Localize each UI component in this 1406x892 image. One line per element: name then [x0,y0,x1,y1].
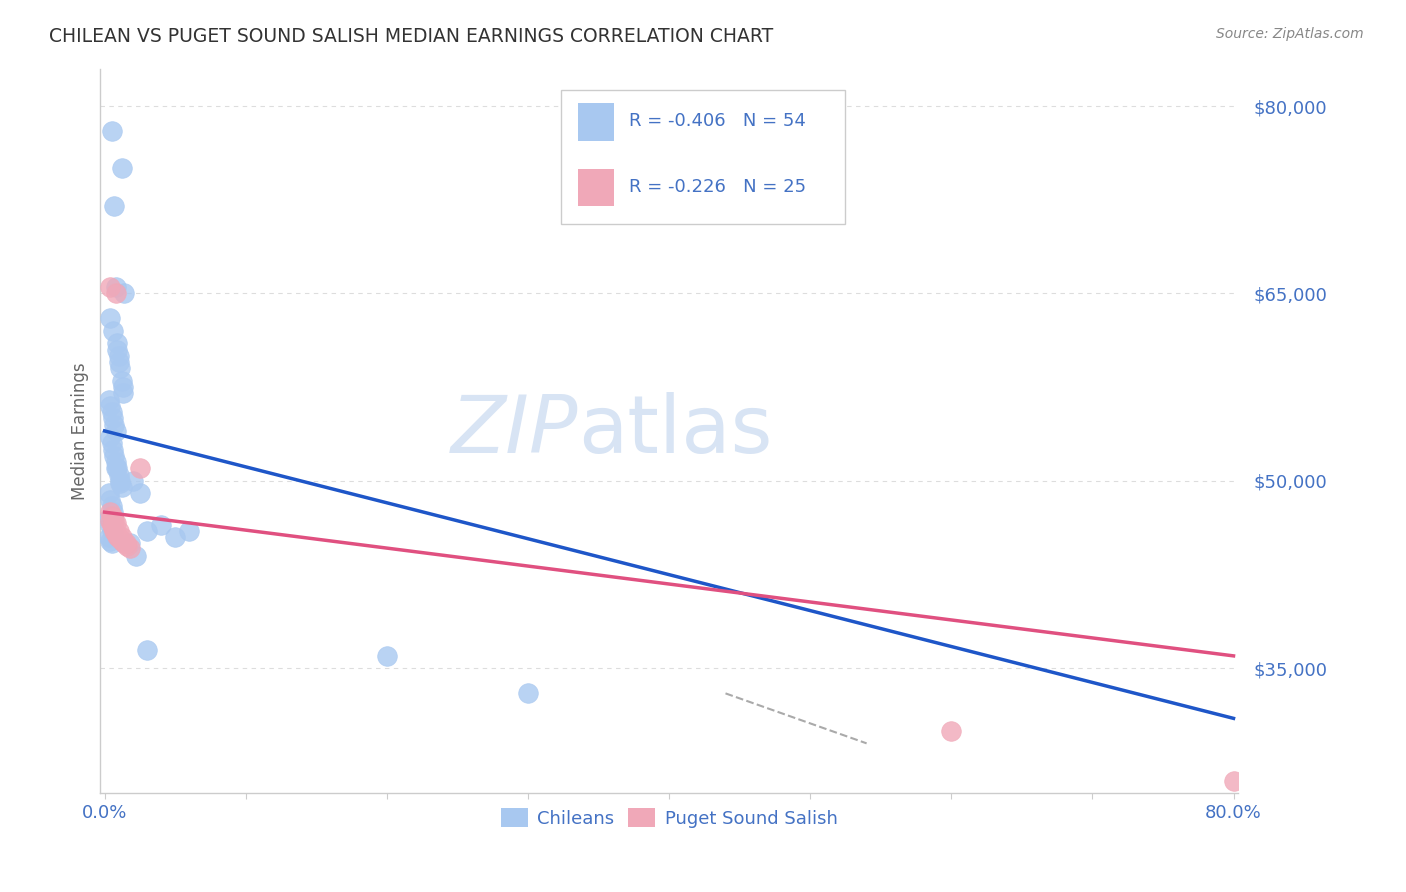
Point [98,399,121,413]
Point [97,511,120,525]
Point [98,533,121,548]
Point [107,524,129,538]
Point [107,349,129,363]
Point [1222,773,1244,788]
Point [100,536,122,550]
Point [128,461,150,475]
Point [110,533,132,548]
Point [98,492,121,507]
Point [103,449,125,463]
Point [101,411,124,425]
FancyBboxPatch shape [578,169,614,206]
Point [135,642,157,657]
Point [108,361,131,376]
Point [150,517,173,532]
Point [100,508,122,523]
Point [98,311,121,326]
Point [110,161,132,176]
Point [101,526,124,541]
Point [114,536,136,550]
Point [941,723,963,738]
Point [100,517,122,532]
Point [121,474,143,488]
Point [108,476,131,491]
Legend: Chileans, Puget Sound Salish: Chileans, Puget Sound Salish [494,801,845,835]
Text: CHILEAN VS PUGET SOUND SALISH MEDIAN EARNINGS CORRELATION CHART: CHILEAN VS PUGET SOUND SALISH MEDIAN EAR… [49,27,773,45]
Point [107,532,129,546]
Point [103,514,125,528]
Point [111,380,134,394]
Point [516,686,538,700]
Point [100,436,122,450]
Point [97,530,120,544]
Point [100,124,122,138]
Point [105,529,128,543]
Point [118,536,141,550]
Point [100,499,122,513]
Text: atlas: atlas [578,392,772,470]
Point [103,417,125,432]
Point [98,505,121,519]
Point [103,524,125,538]
Point [103,199,125,213]
Point [128,486,150,500]
Point [104,424,127,438]
Point [135,524,157,538]
Point [101,511,124,525]
Text: R = -0.406   N = 54: R = -0.406 N = 54 [630,112,806,130]
Point [124,549,146,563]
Point [104,455,127,469]
Point [104,516,127,531]
Point [105,343,128,357]
Point [112,536,135,550]
Text: R = -0.226   N = 25: R = -0.226 N = 25 [630,178,807,195]
Point [98,517,121,532]
Point [104,526,127,541]
Point [97,486,120,500]
Point [98,280,121,294]
FancyBboxPatch shape [578,103,614,141]
Point [107,355,129,369]
Point [115,539,138,553]
Point [101,520,124,534]
Point [107,467,129,482]
Point [104,461,127,475]
Point [104,286,127,301]
Point [98,430,121,444]
Point [97,392,120,407]
Point [165,530,187,544]
Point [105,336,128,351]
FancyBboxPatch shape [561,90,845,225]
Point [100,405,122,419]
Point [110,480,132,494]
Point [375,648,398,663]
Point [101,442,124,457]
Point [98,514,121,528]
Point [111,386,134,401]
Point [105,461,128,475]
Text: ZIP: ZIP [451,392,578,470]
Point [112,286,135,301]
Point [110,530,132,544]
Point [101,505,124,519]
Point [101,511,124,525]
Text: Source: ZipAtlas.com: Source: ZipAtlas.com [1216,27,1364,41]
Point [110,374,132,388]
Point [118,541,141,556]
Point [100,524,122,538]
Point [104,280,127,294]
Point [108,474,131,488]
Y-axis label: Median Earnings: Median Earnings [72,362,89,500]
Point [101,324,124,338]
Point [179,524,201,538]
